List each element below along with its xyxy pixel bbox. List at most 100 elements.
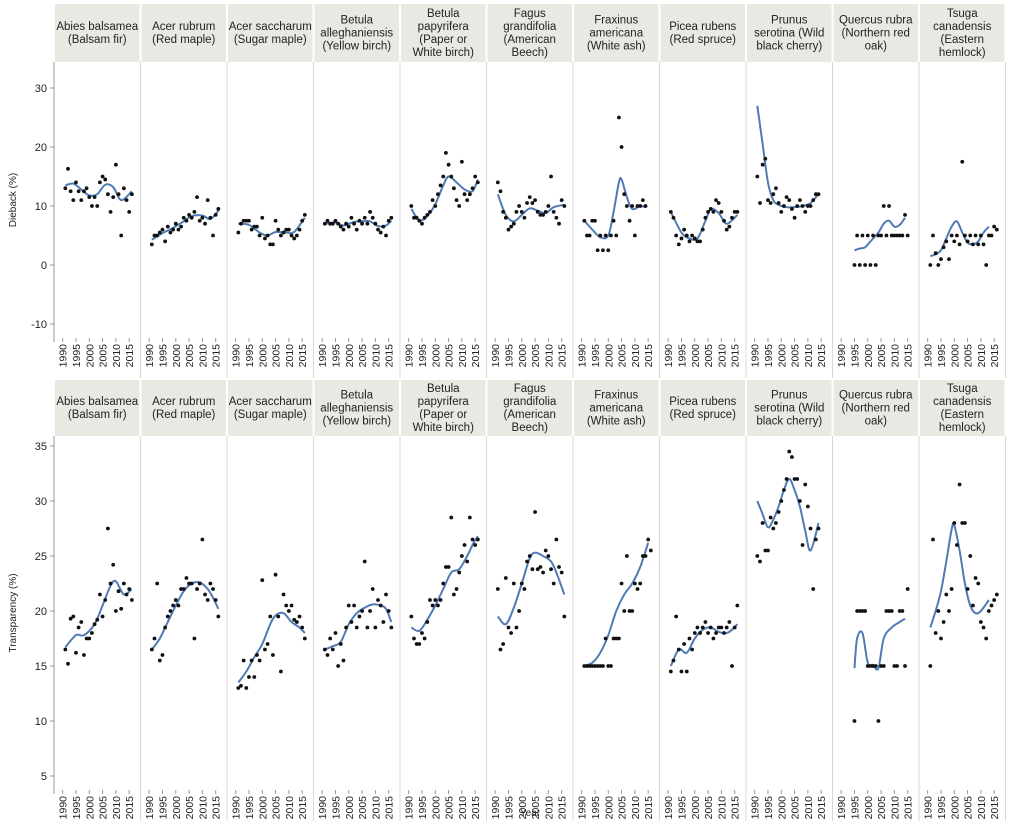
data-point	[535, 210, 540, 214]
facet-title: Fraxinus americana (White ash)	[587, 390, 646, 428]
data-point	[200, 537, 205, 542]
data-point	[74, 180, 78, 185]
data-point	[857, 263, 862, 267]
x-tick-label: 1995	[503, 344, 515, 368]
data-point	[373, 221, 378, 226]
data-point	[451, 592, 456, 597]
data-point	[265, 233, 270, 238]
data-point	[624, 554, 629, 558]
data-point	[273, 572, 278, 577]
data-point	[268, 242, 273, 247]
data-point	[989, 603, 994, 608]
trend-line	[583, 176, 646, 240]
data-point	[986, 233, 991, 238]
data-point	[900, 233, 905, 238]
trend-line	[64, 579, 133, 648]
facet-title: Prunus serotina (Wild black cherry)	[754, 390, 824, 428]
x-tick-label: 1995	[157, 344, 169, 368]
data-point	[952, 521, 957, 525]
data-point	[389, 625, 394, 630]
data-point	[559, 570, 564, 575]
data-point	[255, 653, 259, 657]
data-point	[768, 201, 773, 205]
data-point	[549, 174, 553, 179]
facet-header	[747, 380, 832, 436]
data-point	[766, 198, 770, 203]
data-point	[203, 221, 207, 226]
data-point	[933, 251, 938, 256]
data-point	[208, 581, 213, 586]
data-point	[66, 166, 70, 171]
facet-panel: Acer rubrum (Red maple)1990 1995 2000 2005 20…	[141, 4, 228, 378]
data-point	[617, 115, 621, 120]
data-point	[970, 242, 975, 247]
data-point	[187, 212, 191, 217]
data-point	[216, 614, 221, 619]
data-point	[855, 609, 860, 613]
data-point	[708, 625, 713, 630]
data-point	[325, 218, 330, 223]
x-tick-label: 2015	[989, 344, 1001, 368]
data-point	[257, 658, 262, 663]
data-point	[470, 186, 475, 191]
data-point	[82, 189, 86, 194]
data-point	[365, 625, 370, 630]
data-point	[782, 204, 786, 208]
data-point	[129, 192, 134, 197]
data-point	[714, 198, 718, 203]
facet-panel: Prunus serotina (Wild black cherry) 1990 199…	[747, 4, 833, 378]
x-tick-label: 2005	[963, 796, 975, 820]
x-tick-label: 1995	[244, 796, 256, 820]
data-point	[590, 664, 595, 668]
data-point	[630, 609, 635, 613]
data-point	[168, 609, 173, 613]
data-point	[63, 186, 68, 191]
data-point	[582, 218, 587, 223]
facet-panel: Betula papyrifera (Paper or White birch) 199…	[401, 4, 487, 378]
data-point	[554, 537, 559, 542]
data-point	[541, 570, 545, 575]
data-point	[800, 543, 805, 547]
data-point	[668, 210, 673, 214]
data-point	[860, 609, 865, 613]
data-point	[852, 263, 857, 267]
data-point	[601, 664, 605, 668]
data-point	[803, 482, 808, 487]
x-tick-label: 2005	[530, 344, 542, 368]
y-tick-label: 20	[35, 142, 47, 154]
data-point	[281, 230, 286, 235]
data-point	[124, 198, 129, 203]
data-point	[465, 198, 470, 203]
x-tick-label: 2000	[863, 344, 875, 368]
x-tick-label: 2015	[816, 796, 828, 820]
data-point	[635, 587, 640, 591]
x-tick-label: 1995	[676, 796, 688, 820]
x-tick-label: 1995	[763, 796, 775, 820]
trend-line	[583, 542, 650, 667]
facet-panel: Tsuga canadensis (Eastern hemlock)1990 1995 2…	[920, 380, 1006, 821]
data-point	[595, 248, 600, 253]
data-point	[386, 609, 391, 613]
data-point	[774, 186, 778, 191]
x-tick-label: 1990	[836, 344, 848, 368]
data-point	[585, 233, 589, 238]
data-point	[294, 620, 299, 624]
facet-panel: Fraxinus americana (White ash) 1990 1995 2000…	[574, 4, 660, 378]
data-point	[682, 642, 687, 646]
data-point	[168, 230, 173, 235]
x-tick-label: 1995	[417, 344, 429, 368]
data-point	[417, 642, 422, 646]
data-point	[127, 210, 132, 214]
data-point	[116, 589, 121, 594]
data-point	[986, 609, 991, 613]
data-point	[541, 212, 545, 217]
data-point	[163, 625, 168, 630]
data-point	[562, 614, 567, 619]
facet-title: Fagus grandifolia (American Beech)	[503, 383, 557, 434]
data-point	[955, 233, 959, 238]
data-point	[855, 233, 860, 238]
x-tick-label: 2015	[211, 344, 223, 368]
data-point	[278, 669, 283, 674]
data-point	[876, 719, 881, 723]
data-point	[362, 215, 367, 220]
